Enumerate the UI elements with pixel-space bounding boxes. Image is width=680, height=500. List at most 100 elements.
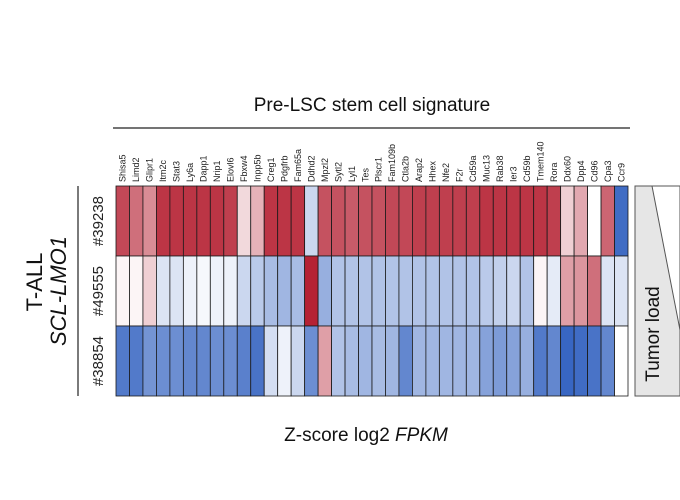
heatmap-cell <box>317 325 332 397</box>
gene-label: Glipr1 <box>145 158 155 182</box>
heatmap-cell <box>587 325 602 397</box>
tumor-load-triangle <box>651 185 680 331</box>
gene-label: Ccr9 <box>616 163 626 182</box>
heatmap-cell <box>438 325 454 397</box>
gene-label: Fam109b <box>387 144 397 182</box>
heatmap-cell <box>142 325 157 397</box>
tumor-load-label: Tumor load <box>643 286 664 381</box>
heatmap-cell <box>371 325 386 397</box>
gene-label: Arap2 <box>414 158 424 182</box>
heatmap-cell <box>182 255 198 327</box>
heatmap-cell <box>250 185 265 257</box>
heatmap-cell <box>546 255 562 327</box>
heatmap-cell <box>209 325 225 397</box>
heatmap-cell <box>412 255 427 327</box>
heatmap-cell <box>465 325 481 397</box>
chart-title: Pre-LSC stem cell signature <box>254 95 491 116</box>
heatmap-cell <box>358 185 373 257</box>
gene-label: Sytl2 <box>333 162 343 182</box>
heatmap-cell <box>115 325 130 397</box>
heatmap-cell <box>573 185 588 257</box>
heatmap-cell <box>209 185 225 257</box>
heatmap-cell <box>263 325 279 397</box>
heatmap-cell <box>573 325 588 397</box>
heatmap-cell <box>506 255 521 327</box>
heatmap-cell <box>519 325 535 397</box>
heatmap-cell <box>479 255 494 327</box>
gene-label: Creg1 <box>266 157 276 182</box>
heatmap-cell <box>412 185 427 257</box>
gene-label: Fam65a <box>293 149 303 182</box>
heatmap-cell <box>169 185 184 257</box>
gene-label: Lyl1 <box>347 166 357 182</box>
heatmap-cell <box>115 185 130 257</box>
heatmap-cell <box>600 325 615 397</box>
heatmap-cell <box>331 325 346 397</box>
heatmap-cell <box>560 255 575 327</box>
heatmap-cell <box>344 255 359 327</box>
heatmap-cell <box>398 255 413 327</box>
heatmap-cell <box>182 185 198 257</box>
gene-label: Cpa3 <box>603 160 613 182</box>
gene-label: Muc13 <box>482 155 492 182</box>
heatmap-cell <box>479 185 494 257</box>
gene-label: Elovl6 <box>226 157 236 182</box>
heatmap-cell <box>156 185 171 257</box>
tumor-load-wedge: Tumor load <box>634 185 680 397</box>
heatmap-cell <box>600 255 615 327</box>
heatmap-cell <box>492 255 508 327</box>
sample-label: #38854 <box>90 336 107 386</box>
sample-label: #39238 <box>90 196 107 246</box>
heatmap-cell <box>358 325 373 397</box>
heatmap-cell <box>331 185 346 257</box>
gene-labels: Shisa5 Limd2 Glipr1 Itm2c Stat3 Ly6a Dapp1 Nrip… <box>118 141 627 182</box>
heatmap-cell <box>587 185 602 257</box>
heatmap-cell <box>398 185 413 257</box>
x-axis-label: Z-score log2 FPKM <box>284 425 448 446</box>
gene-label: Nrip1 <box>212 160 222 182</box>
heatmap-cell <box>546 185 562 257</box>
heatmap-cell <box>371 185 386 257</box>
gene-label: Ddx60 <box>562 156 572 182</box>
gene-label: Dapp1 <box>199 155 209 182</box>
heatmap-cell <box>492 325 508 397</box>
gene-label: Ly6a <box>185 163 195 182</box>
heatmap-cell <box>263 185 279 257</box>
heatmap-cell <box>438 255 454 327</box>
heatmap-cells <box>115 185 629 397</box>
heatmap-cell <box>277 185 292 257</box>
heatmap-cell <box>425 255 440 327</box>
heatmap-cell <box>506 325 521 397</box>
gene-label: Plscr1 <box>374 157 384 182</box>
heatmap-cell <box>492 185 508 257</box>
gene-label: Hhex <box>428 160 438 182</box>
gene-label: Dpp4 <box>576 160 586 182</box>
heatmap-cell <box>358 255 373 327</box>
heatmap-cell <box>290 325 306 397</box>
heatmap-cell <box>209 255 225 327</box>
heatmap-cell <box>263 255 279 327</box>
heatmap-cell <box>533 325 548 397</box>
gene-label: Ddhd2 <box>306 155 316 182</box>
heatmap-cell <box>277 325 292 397</box>
x-axis-label-main: Z-score log2 <box>284 425 395 446</box>
heatmap-cell <box>169 325 184 397</box>
heatmap-cell <box>223 185 238 257</box>
heatmap-cell <box>600 185 615 257</box>
gene-label: Nfe2 <box>441 163 451 182</box>
group-label-tall: T-ALL <box>22 253 47 312</box>
gene-label: Fbxw4 <box>239 155 249 182</box>
heatmap-cell <box>587 255 602 327</box>
heatmap-cell <box>546 325 562 397</box>
heatmap-cell <box>573 255 588 327</box>
gene-label: Limd2 <box>131 157 141 182</box>
heatmap-cell <box>371 255 386 327</box>
heatmap-cell <box>452 255 467 327</box>
heatmap-cell <box>196 325 211 397</box>
heatmap-cell <box>236 325 252 397</box>
gene-label: Itm2c <box>158 159 168 182</box>
heatmap-cell <box>344 185 359 257</box>
gene-label: Pdgfrb <box>279 155 289 182</box>
